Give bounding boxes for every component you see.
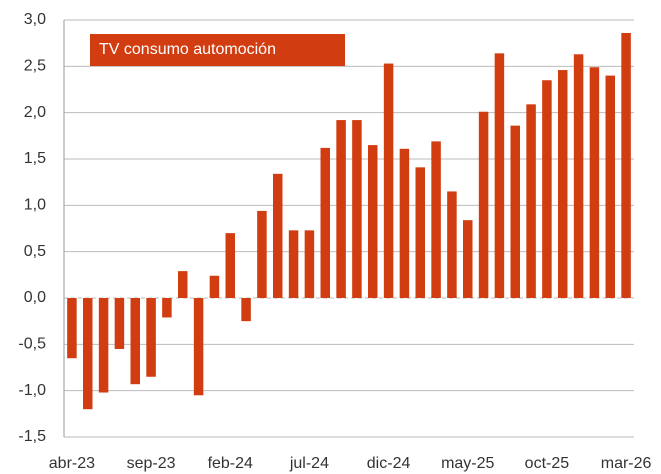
- bar: [336, 120, 346, 298]
- bar: [621, 32, 631, 299]
- bar: [83, 298, 93, 410]
- y-tick-label: -1,0: [18, 382, 46, 399]
- bar: [383, 63, 394, 299]
- x-tick-label: feb-24: [208, 455, 253, 472]
- x-tick-label: dic-24: [367, 455, 411, 472]
- bar: [98, 298, 109, 393]
- bar: [304, 230, 315, 298]
- bar: [431, 141, 441, 298]
- y-tick-label: -0,5: [18, 336, 46, 353]
- bar: [162, 298, 172, 318]
- bar: [447, 191, 457, 298]
- y-tick-label: 0,5: [24, 243, 46, 260]
- bar: [320, 147, 330, 298]
- bar: [288, 230, 299, 298]
- y-tick-label: 2,0: [24, 104, 46, 121]
- y-tick-label: 2,5: [24, 58, 46, 75]
- bar: [478, 111, 489, 299]
- bar: [589, 67, 600, 298]
- bar: [415, 167, 425, 298]
- x-tick-label: sep-23: [127, 455, 176, 472]
- bar: [67, 298, 77, 359]
- x-tick-label: oct-25: [525, 455, 570, 472]
- bar: [178, 271, 188, 298]
- bar: [209, 275, 220, 298]
- x-tick-label: mar-26: [601, 455, 652, 472]
- legend-label: TV consumo automoción: [99, 41, 276, 58]
- bar: [368, 145, 378, 298]
- bar: [526, 104, 536, 299]
- bar: [193, 298, 204, 396]
- bar: [225, 233, 235, 298]
- bar: [510, 125, 520, 298]
- y-tick-label: 1,5: [24, 150, 46, 167]
- bar: [573, 54, 584, 298]
- x-tick-label: may-25: [441, 455, 494, 472]
- bar: [558, 70, 568, 298]
- bar: [463, 220, 473, 298]
- y-tick-label: -1,5: [18, 428, 46, 445]
- bar: [257, 210, 267, 298]
- x-tick-label: abr-23: [49, 455, 95, 472]
- bar: [605, 75, 615, 298]
- bar: [273, 173, 283, 298]
- x-tick-label: jul-24: [289, 455, 329, 472]
- legend-box: [90, 34, 345, 66]
- bar: [114, 298, 125, 349]
- y-tick-label: 1,0: [24, 197, 46, 214]
- bar: [494, 53, 505, 298]
- bar: [542, 80, 552, 298]
- bar: [399, 148, 410, 298]
- bar: [130, 298, 140, 385]
- y-tick-label: 3,0: [24, 11, 46, 28]
- bar: [146, 298, 156, 377]
- y-tick-label: 0,0: [24, 289, 46, 306]
- bar: [352, 120, 362, 298]
- bar: [241, 298, 251, 322]
